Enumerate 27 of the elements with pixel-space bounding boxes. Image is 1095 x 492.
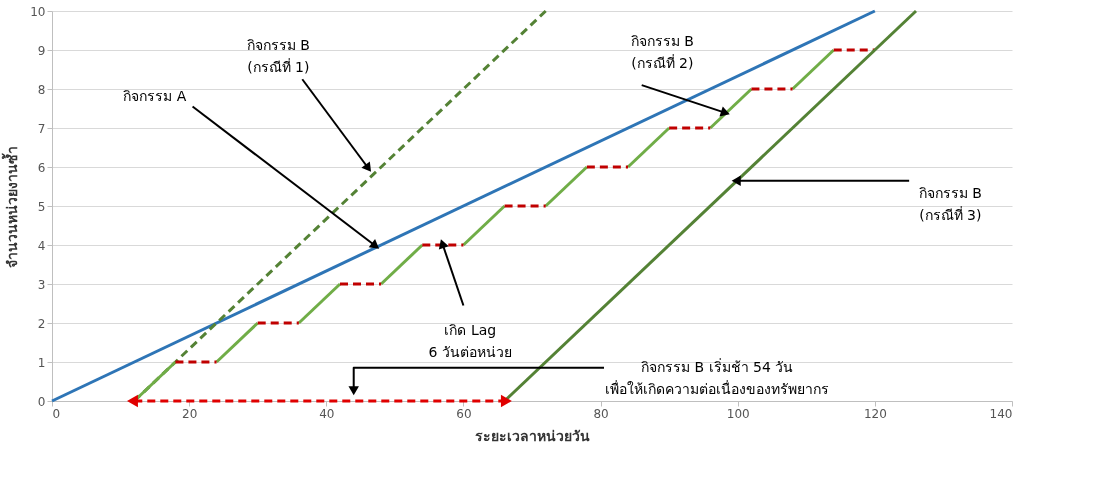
x-tick-label: 80 <box>593 406 609 421</box>
x-axis-title: ระยะเวลาหน่วยวัน <box>475 427 590 444</box>
y-tick-label: 2 <box>37 316 46 331</box>
x-tick-label: 60 <box>456 406 472 421</box>
y-tick-label: 4 <box>37 238 46 253</box>
y-tick-label: 9 <box>37 43 46 58</box>
y-tick-label: 8 <box>37 82 46 97</box>
x-tick-label: 20 <box>182 406 198 421</box>
y-tick-label: 6 <box>37 160 46 175</box>
y-tick-label: 1 <box>37 355 46 370</box>
annotation: กิจกรรม B (กรณีที่ 3) <box>918 185 982 224</box>
y-tick-label: 7 <box>37 121 46 136</box>
y-tick-label: 5 <box>37 199 46 214</box>
x-tick-label: 120 <box>863 406 887 421</box>
y-tick-label: 3 <box>37 277 46 292</box>
annotation: กิจกรรม B (กรณีที่ 2) <box>630 33 694 72</box>
y-tick-label: 0 <box>37 394 46 409</box>
annotation: เกิด Lag 6 วันต่อหน่วย <box>428 321 512 360</box>
x-tick-label: 140 <box>989 406 1013 421</box>
annotation: กิจกรรม A <box>123 87 187 104</box>
annotation: กิจกรรม B (กรณีที่ 1) <box>246 37 310 76</box>
x-tick-label: 100 <box>726 406 750 421</box>
x-tick-label: 40 <box>319 406 335 421</box>
y-axis-title: จำนวนหน่วยงานซ้ำ <box>1 145 21 268</box>
y-tick-label: 10 <box>30 4 46 19</box>
x-tick-label: 0 <box>52 406 61 421</box>
annotation: กิจกรรม B เริ่มช้า 54 วัน เพื่อให้เกิดความต่อเนื่องของทรัพยากร <box>605 357 830 397</box>
